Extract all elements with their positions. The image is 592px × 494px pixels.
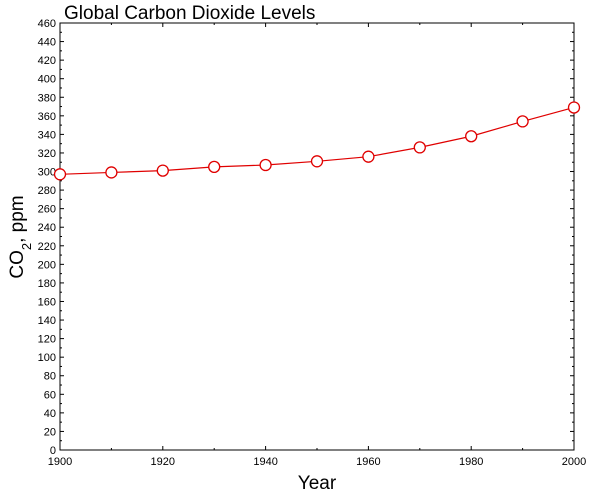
y-tick-label: 160 xyxy=(38,296,56,308)
data-point-marker xyxy=(208,160,221,174)
y-tick-label: 420 xyxy=(38,55,56,67)
y-tick-label: 240 xyxy=(38,222,56,234)
plot-area-frame xyxy=(59,22,575,451)
y-tick-label: 260 xyxy=(38,204,56,216)
y-tick-label: 280 xyxy=(38,185,56,197)
y-tick-label: 220 xyxy=(38,241,56,253)
y-tick-label: 60 xyxy=(44,389,56,401)
data-point-marker xyxy=(567,101,581,114)
data-point-marker xyxy=(516,115,529,128)
chart-title: Global Carbon Dioxide Levels xyxy=(64,3,315,24)
y-tick-label: 380 xyxy=(38,92,56,104)
y-tick-label: 120 xyxy=(38,334,56,346)
y-tick-label: 20 xyxy=(44,426,56,438)
y-tick-label: 40 xyxy=(44,408,56,420)
x-tick-label: 2000 xyxy=(562,456,586,468)
series-layer xyxy=(53,101,581,181)
data-point-marker xyxy=(362,150,375,163)
data-point-marker xyxy=(259,158,272,172)
data-point-marker xyxy=(465,130,478,143)
y-tick-label: 300 xyxy=(38,167,56,179)
data-point-marker xyxy=(53,168,67,181)
y-axis-label: CO2, ppm xyxy=(7,195,34,278)
y-tick-label: 0 xyxy=(50,445,56,457)
y-tick-label: 400 xyxy=(38,74,56,86)
y-axis-label-suffix: , ppm xyxy=(7,195,28,243)
y-tick-label: 460 xyxy=(38,18,56,30)
x-tick-label: 1980 xyxy=(459,456,483,468)
y-tick-label: 200 xyxy=(38,259,56,271)
y-axis: 0 20 40 60 80 100 120 140 160 180 200 220 240 260 280 3… xyxy=(38,18,574,457)
y-axis-label-main: CO xyxy=(7,250,28,279)
x-axis: 1900 1920 1940 1960 1980 2000 xyxy=(48,23,586,468)
x-axis-label: Year xyxy=(298,473,337,494)
data-point-marker xyxy=(413,141,426,154)
x-tick-label: 1960 xyxy=(356,456,380,468)
data-point-marker xyxy=(105,166,118,179)
y-axis-label-subscript: 2 xyxy=(19,243,34,250)
x-tick-label: 1900 xyxy=(48,456,72,468)
x-tick-label: 1940 xyxy=(253,456,277,468)
y-tick-label: 340 xyxy=(38,129,56,141)
data-point-marker xyxy=(310,155,324,168)
y-tick-label: 80 xyxy=(44,371,56,383)
y-tick-label: 440 xyxy=(38,37,56,49)
data-point-marker xyxy=(156,164,169,177)
y-tick-label: 140 xyxy=(38,315,56,327)
y-tick-label: 180 xyxy=(38,278,56,290)
y-tick-label: 100 xyxy=(38,352,56,364)
x-tick-label: 1920 xyxy=(151,456,175,468)
y-tick-label: 320 xyxy=(38,148,56,160)
y-tick-label: 360 xyxy=(38,111,56,123)
